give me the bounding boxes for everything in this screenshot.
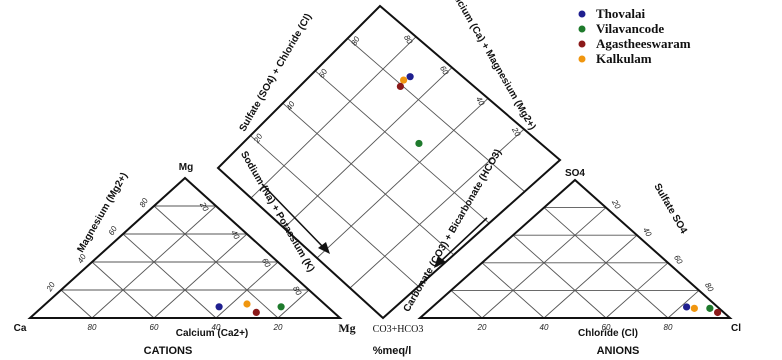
anion-right-tick: 80 xyxy=(703,281,716,294)
axis-title-cation-right: Sodium (Na) + Potassium (K) xyxy=(238,149,316,274)
legend-marker-vilavancode xyxy=(578,25,586,33)
grid-layer xyxy=(60,36,700,319)
anion-point-agastheeswaram xyxy=(714,308,722,317)
diamond-right-tick: 40 xyxy=(474,95,487,108)
anion-grid-line xyxy=(481,262,545,319)
axis-title-anion-right: Sulfate SO4 xyxy=(651,182,689,236)
cation-bottom-tick: 20 xyxy=(273,323,283,332)
anion-grid-line xyxy=(450,290,483,319)
diamond-point-kalkulam xyxy=(400,76,408,84)
diamond-outline xyxy=(216,4,562,320)
cation-right-tick: 60 xyxy=(260,257,273,270)
corner-ca: Ca xyxy=(14,323,27,334)
legend-label-agastheeswaram: Agastheeswaram xyxy=(596,36,691,51)
diamond-grid-line xyxy=(250,135,419,287)
cation-right-tick: 80 xyxy=(291,285,304,298)
corner-cl: Cl xyxy=(731,323,741,334)
anions-label: ANIONS xyxy=(597,345,640,357)
axis-title-cation-bottom: Calcium (Ca2+) xyxy=(176,328,249,339)
diamond-point-thovalai xyxy=(406,73,414,81)
corner-co3-hco3: CO3+HCO3 xyxy=(373,324,424,335)
cation-to-diamond-arrow xyxy=(261,183,325,249)
legend: ThovalaiVilavancodeAgastheeswaramKalkula… xyxy=(578,6,691,66)
cation-point-vilavancode xyxy=(277,303,285,311)
diamond-grid-line xyxy=(349,128,525,289)
diamond-grid-line xyxy=(316,98,489,259)
cation-left-tick: 20 xyxy=(44,280,57,294)
anion-grid-line xyxy=(512,234,607,319)
point-layer xyxy=(215,73,722,317)
anion-grid-line xyxy=(543,234,638,319)
cation-bottom-tick: 60 xyxy=(150,323,159,332)
anion-point-thovalai xyxy=(683,303,691,311)
cation-grid-line xyxy=(277,289,310,319)
tick-layer: 80 60 40 20 20 40 60 80 20 40 60 80 20 40 60 80 80 60 40 20… xyxy=(44,33,715,332)
axis-title-diamond-left: Sulfate (SO4) + Chloride (Cl) xyxy=(238,12,315,134)
anion-triangle-outline xyxy=(417,178,733,319)
frame-layer xyxy=(27,4,733,320)
cation-grid-line xyxy=(91,261,155,319)
legend-marker-thovalai xyxy=(578,10,586,18)
legend-marker-kalkulam xyxy=(578,55,586,63)
diamond-left-tick: 40 xyxy=(285,99,298,112)
diamond-left-tick: 60 xyxy=(317,67,330,80)
diamond-right-tick: 80 xyxy=(402,33,415,46)
diamond-point-agastheeswaram xyxy=(396,82,404,90)
diamond-grid-line xyxy=(282,102,455,256)
cation-triangle-outline xyxy=(27,176,343,319)
anion-bottom-tick: 20 xyxy=(477,323,487,332)
cation-bottom-tick: 40 xyxy=(212,323,221,332)
anion-point-vilavancode xyxy=(706,304,714,312)
diamond-grid-line xyxy=(314,70,490,224)
anion-right-tick: 60 xyxy=(672,253,685,266)
cation-grid-line xyxy=(60,289,93,319)
corner-mg-top: Mg xyxy=(179,162,193,173)
cation-right-tick: 40 xyxy=(229,229,242,242)
axis-title-cation-left: Magnesium (Mg2+) xyxy=(75,171,130,255)
axis-title-diamond-right: Calcium (Ca) + Magnesium (Mg2+) xyxy=(447,0,538,132)
cation-arrow-head xyxy=(318,242,330,254)
diamond-left-tick: 80 xyxy=(349,35,362,48)
anion-grid-line xyxy=(667,290,700,319)
cation-grid-line xyxy=(122,233,217,319)
anion-bottom-tick: 40 xyxy=(540,323,549,332)
diamond-point-vilavancode xyxy=(415,139,423,148)
cation-grid-line xyxy=(153,233,248,319)
diamond-grid-line xyxy=(347,38,525,192)
anion-arrow-head xyxy=(434,256,446,268)
legend-marker-agastheeswaram xyxy=(578,40,586,48)
cation-right-tick: 20 xyxy=(198,200,211,214)
cation-left-tick: 60 xyxy=(107,224,120,237)
legend-label-thovalai: Thovalai xyxy=(596,6,646,21)
legend-label-vilavancode: Vilavancode xyxy=(596,21,664,36)
diamond-right-tick: 60 xyxy=(438,64,451,77)
legend-label-kalkulam: Kalkulam xyxy=(596,51,652,66)
corner-so4: SO4 xyxy=(565,168,585,179)
cation-grid-line xyxy=(153,205,279,319)
anion-to-diamond-arrow xyxy=(439,217,488,263)
anion-right-tick: 20 xyxy=(610,197,623,211)
cation-bottom-tick: 80 xyxy=(88,323,97,332)
anion-right-tick: 40 xyxy=(641,226,654,239)
cation-left-tick: 40 xyxy=(76,252,89,265)
anion-grid-line xyxy=(543,207,669,319)
diamond-grid-line xyxy=(283,67,453,229)
anion-bottom-tick: 60 xyxy=(602,323,611,332)
units-label: %meq/l xyxy=(373,345,412,357)
diamond-grid-line xyxy=(250,36,417,199)
corner-mg-bottom: Mg xyxy=(338,321,355,335)
cation-left-tick: 80 xyxy=(138,196,151,209)
cation-point-agastheeswaram xyxy=(252,308,260,316)
cation-point-kalkulam xyxy=(243,300,251,308)
cation-point-thovalai xyxy=(215,303,223,311)
cations-label: CATIONS xyxy=(144,345,193,357)
anion-point-kalkulam xyxy=(690,304,698,312)
axis-title-anion-bottom: Chloride (Cl) xyxy=(578,328,638,339)
anion-bottom-tick: 80 xyxy=(664,323,673,332)
